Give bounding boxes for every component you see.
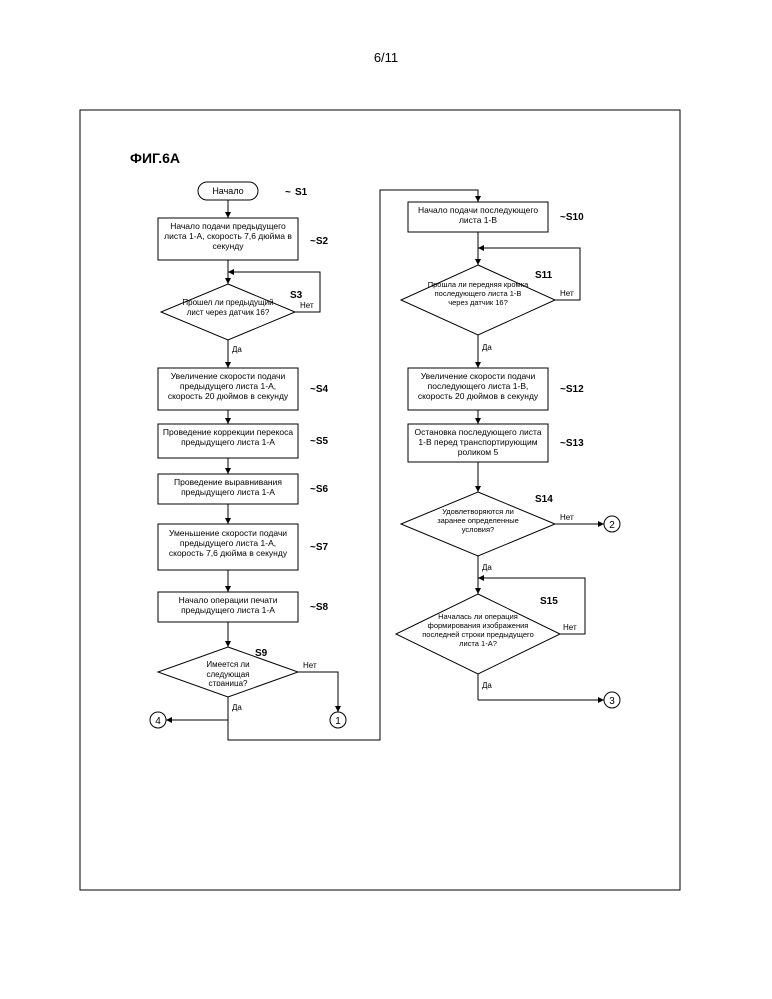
svg-text:~S7: ~S7	[310, 542, 329, 553]
svg-text:~: ~	[285, 187, 291, 198]
svg-text:~S5: ~S5	[310, 436, 329, 447]
svg-text:S3: S3	[290, 290, 303, 301]
svg-text:~S12: ~S12	[560, 384, 584, 395]
flowchart-svg: Начало ~ S1 Начало подачи предыдущего ли…	[0, 0, 772, 999]
svg-text:~S2: ~S2	[310, 236, 329, 247]
svg-text:4: 4	[155, 716, 161, 727]
svg-text:S14: S14	[535, 494, 553, 505]
svg-text:S9: S9	[255, 648, 268, 659]
svg-text:Да: Да	[482, 681, 492, 690]
svg-text:~S4: ~S4	[310, 384, 329, 395]
svg-text:Нет: Нет	[303, 661, 317, 670]
svg-text:Нет: Нет	[563, 623, 577, 632]
svg-text:S1: S1	[295, 187, 308, 198]
svg-text:Да: Да	[232, 345, 242, 354]
svg-text:~S13: ~S13	[560, 438, 584, 449]
svg-text:2: 2	[609, 520, 615, 531]
svg-text:Нет: Нет	[560, 513, 574, 522]
svg-text:Начало: Начало	[212, 186, 243, 196]
svg-text:Нет: Нет	[560, 289, 574, 298]
svg-text:~S8: ~S8	[310, 602, 329, 613]
svg-text:Да: Да	[232, 703, 242, 712]
svg-text:~S6: ~S6	[310, 484, 329, 495]
svg-text:S11: S11	[535, 270, 553, 281]
svg-text:Да: Да	[482, 563, 492, 572]
svg-text:1: 1	[335, 716, 341, 727]
svg-text:Нет: Нет	[300, 301, 314, 310]
svg-text:S15: S15	[540, 596, 558, 607]
svg-text:~S10: ~S10	[560, 212, 584, 223]
svg-text:3: 3	[609, 696, 615, 707]
svg-text:Да: Да	[482, 343, 492, 352]
